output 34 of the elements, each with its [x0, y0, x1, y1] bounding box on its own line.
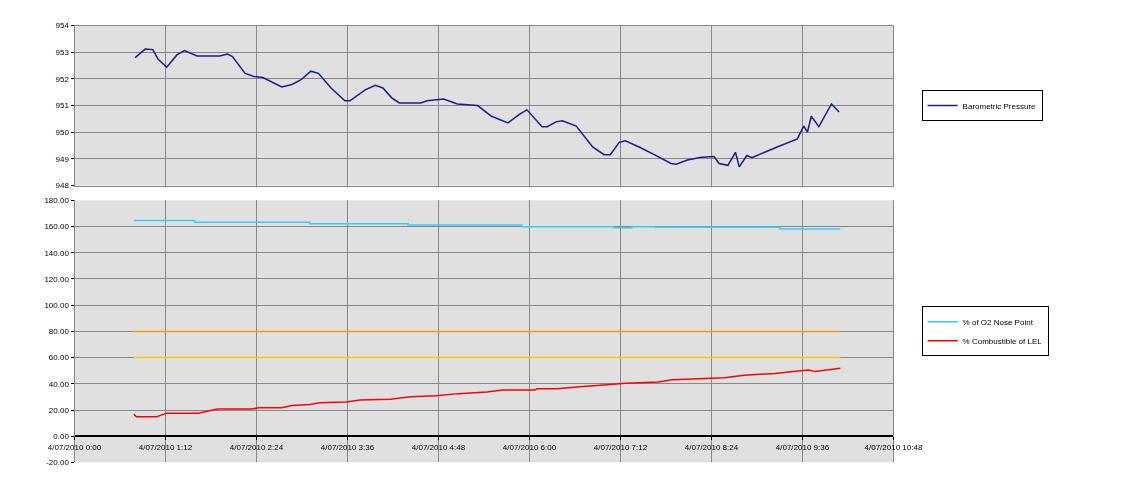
- x-tick-label: 4/07/2010 4:48: [411, 442, 466, 452]
- y-tick-label: 952: [55, 74, 70, 84]
- line-series: [133, 367, 842, 418]
- y-tick-label: 948: [55, 181, 70, 191]
- x-tick-label: 4/07/2010 1:12: [138, 442, 193, 452]
- line-series: [134, 48, 840, 168]
- y-tick-label: 953: [55, 48, 70, 58]
- y-tick-label: 120.00: [44, 274, 70, 284]
- x-tick-label: 4/07/2010 9:36: [775, 442, 830, 452]
- x-tick-label: 4/07/2010 2:24: [229, 442, 284, 452]
- y-tick-label: 160.00: [44, 222, 70, 232]
- x-tick-label: 4/07/2010 3:36: [320, 442, 375, 452]
- line-series: [133, 219, 842, 230]
- y-tick-label: -20.00: [46, 458, 70, 468]
- x-tick-label: 4/07/2010 7:12: [593, 442, 648, 452]
- y-tick-label: 949: [55, 154, 70, 164]
- y-tick-label: 950: [55, 128, 70, 138]
- y-tick-label: 20.00: [48, 405, 70, 415]
- x-tick-label: 4/07/2010 0:00: [47, 442, 102, 452]
- y-tick-label: 0.00: [53, 432, 70, 442]
- x-tick-label: 4/07/2010 8:24: [684, 442, 739, 452]
- y-tick-label: 60.00: [48, 353, 70, 363]
- y-tick-label: 140.00: [44, 248, 70, 258]
- legend-label: % of O2 Nose Point: [962, 317, 1034, 327]
- y-tick-label: 951: [55, 101, 70, 111]
- y-tick-label: 40.00: [48, 379, 70, 389]
- y-tick-label: 80.00: [48, 327, 70, 337]
- x-tick-label: 4/07/2010 10:48: [864, 442, 923, 452]
- y-tick-label: 954: [55, 21, 70, 31]
- x-tick-label: 4/07/2010 6:00: [502, 442, 557, 452]
- legend-label: % Combustible of LEL: [962, 336, 1043, 346]
- y-tick-label: 180.00: [44, 196, 70, 206]
- legend-label: Barometric Pressure: [962, 101, 1037, 111]
- y-tick-label: 100.00: [44, 300, 70, 310]
